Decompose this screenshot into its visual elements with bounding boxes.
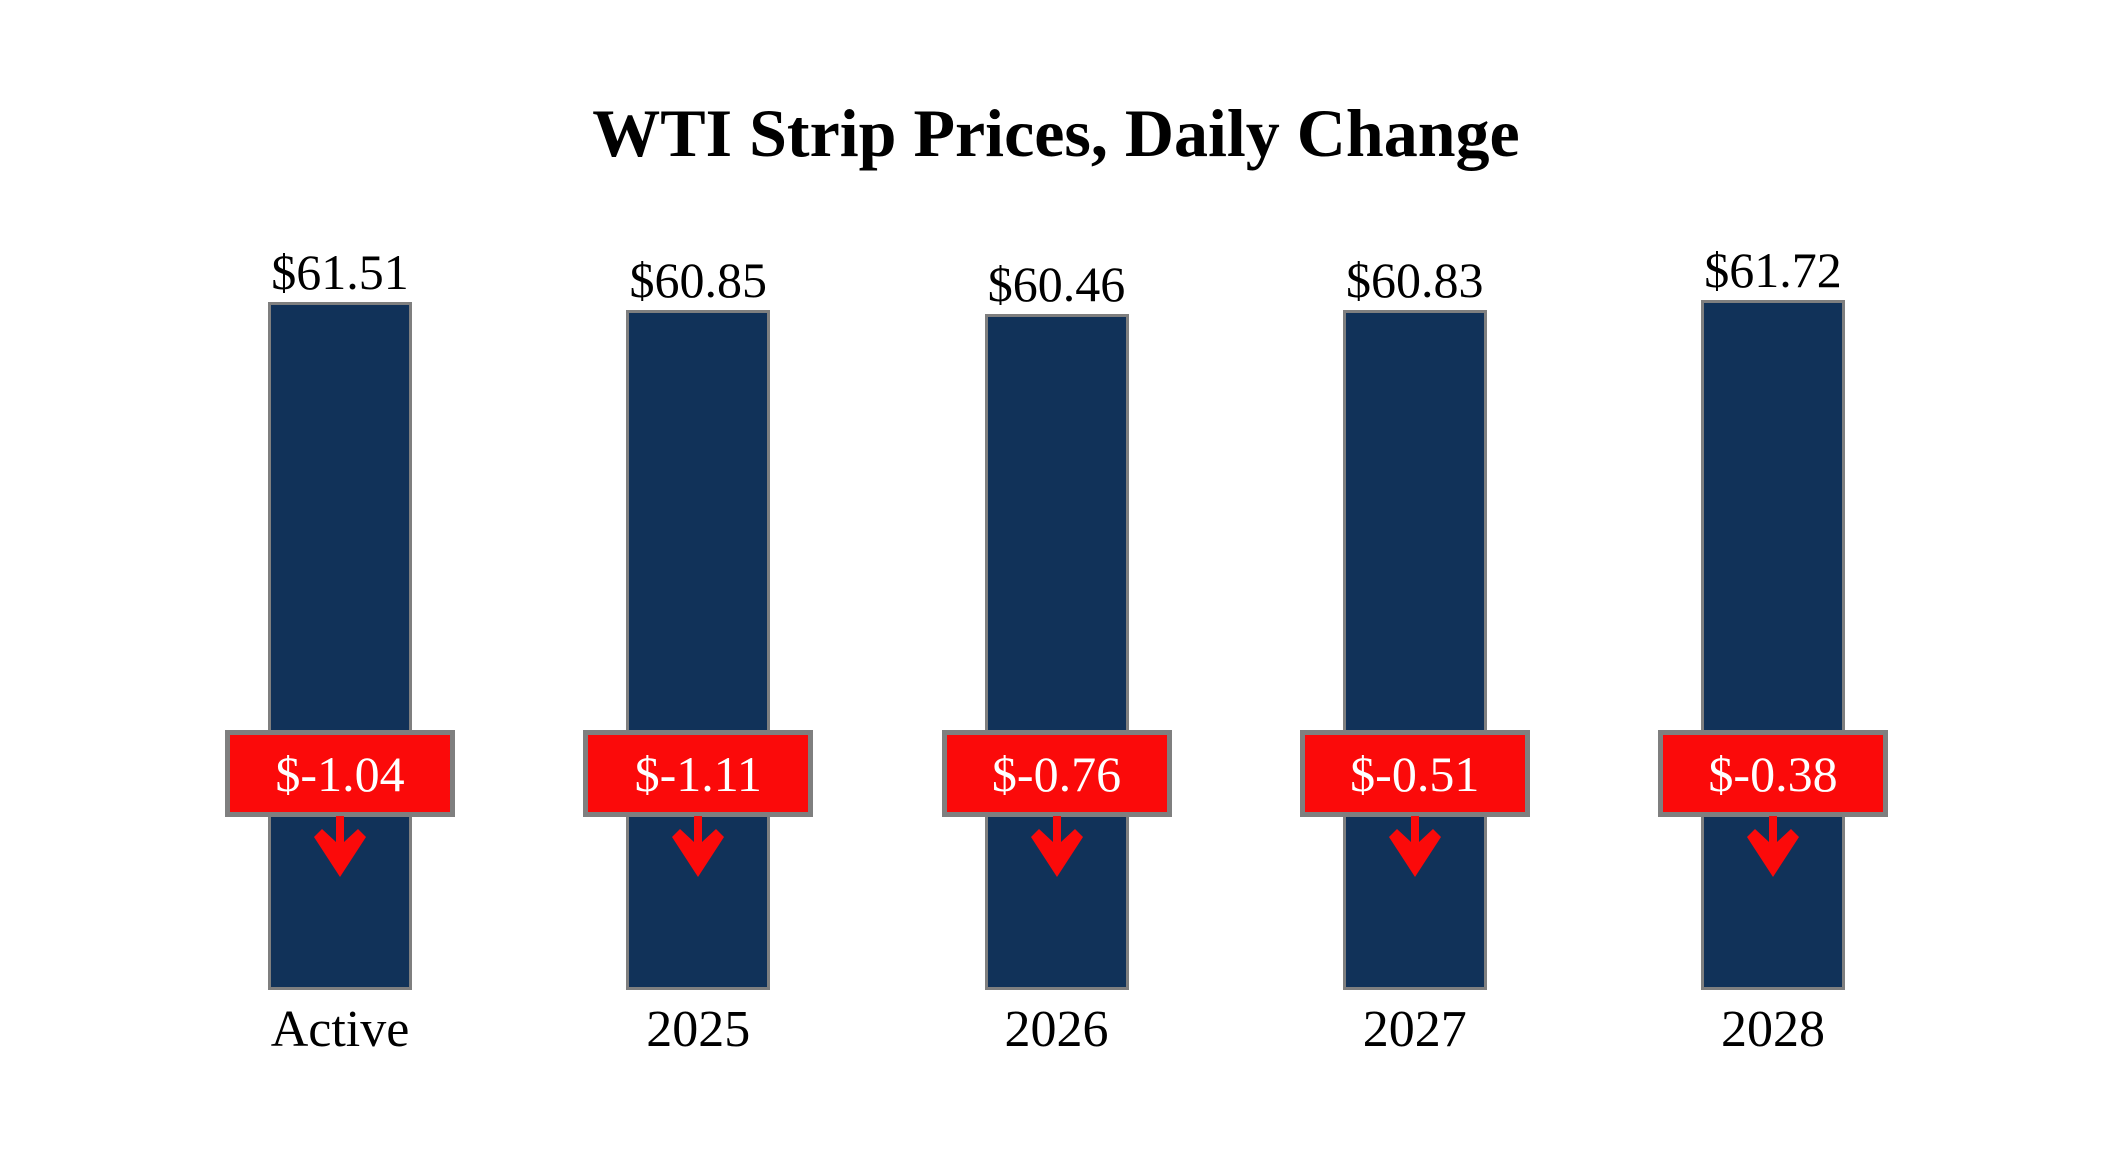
bar <box>1342 310 1487 990</box>
chart-title: WTI Strip Prices, Daily Change <box>592 95 1520 171</box>
price-label: $60.85 <box>629 252 768 308</box>
down-arrow-icon <box>1030 816 1083 877</box>
price-label: $61.72 <box>1704 242 1842 298</box>
down-arrow-icon <box>314 816 366 877</box>
change-badge-label: $-0.76 <box>991 745 1122 802</box>
category-label: 2028 <box>1721 1001 1825 1058</box>
down-arrow-icon <box>1747 816 1799 877</box>
change-badge: $-0.76 <box>941 730 1172 817</box>
down-arrow-icon <box>672 816 725 877</box>
change-badge: $-1.11 <box>583 730 814 817</box>
change-badge-label: $-0.38 <box>1708 745 1838 802</box>
price-label: $60.46 <box>987 256 1126 312</box>
bar <box>626 310 771 990</box>
bar <box>984 314 1129 990</box>
change-badge-label: $-0.51 <box>1350 745 1480 802</box>
change-badge: $-0.38 <box>1658 730 1888 817</box>
bar <box>268 302 412 990</box>
bar <box>1701 300 1845 990</box>
price-label: $60.83 <box>1346 252 1484 308</box>
price-label: $61.51 <box>271 244 409 300</box>
change-badge-label: $-1.11 <box>634 745 762 802</box>
category-label: 2026 <box>1004 1001 1109 1058</box>
change-badge: $-1.04 <box>225 730 455 817</box>
change-badge-label: $-1.04 <box>275 745 405 802</box>
category-label: 2027 <box>1362 1001 1467 1058</box>
category-label: Active <box>270 1001 410 1058</box>
down-arrow-icon <box>1388 816 1441 877</box>
category-label: 2025 <box>646 1001 751 1058</box>
change-badge: $-0.51 <box>1299 730 1530 817</box>
